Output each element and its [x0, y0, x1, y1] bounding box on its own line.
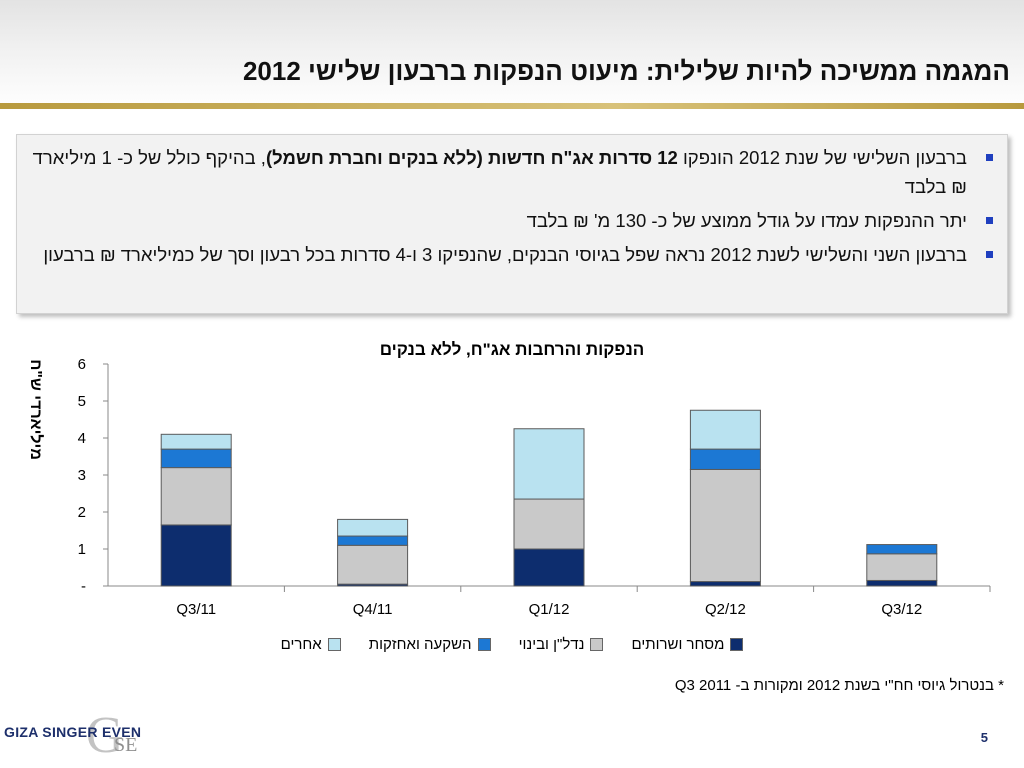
y-tick-label: 4 — [78, 430, 86, 447]
bar-segment — [337, 518, 409, 537]
page-number: 5 — [980, 730, 988, 745]
y-tick-label: - — [81, 578, 86, 595]
x-tick-label: Q3/11 — [176, 601, 216, 618]
bullet-item: ברבעון השלישי של שנת 2012 הונפקו 12 סדרו… — [25, 143, 993, 201]
bullet-box: ברבעון השלישי של שנת 2012 הונפקו 12 סדרו… — [16, 134, 1008, 314]
bar-segment — [866, 553, 938, 581]
bar-segment — [160, 467, 232, 526]
bullet-text: ברבעון השני והשלישי לשנת 2012 נראה שפל ב… — [43, 244, 967, 265]
bullet-text: , בהיקף כולל של כ- 1 מיליארד ₪ בלבד — [32, 147, 967, 197]
legend-item: אחרים — [281, 636, 341, 653]
bullet-list: ברבעון השלישי של שנת 2012 הונפקו 12 סדרו… — [17, 135, 1007, 269]
bar-segment — [513, 548, 585, 587]
y-tick-label: 6 — [78, 356, 86, 373]
legend-swatch — [477, 638, 491, 651]
legend-swatch — [590, 638, 604, 651]
legend-label: מסחר ושרותים — [631, 636, 725, 653]
logo-text: GIZA SINGER EVEN — [4, 724, 142, 740]
bar-segment — [866, 579, 938, 587]
bar-segment — [160, 433, 232, 450]
bar-segment — [337, 544, 409, 585]
footnote: * בנטרול גיוסי חח"י בשנת 2012 ומקורות ב-… — [674, 677, 1004, 694]
legend-label: השקעה ואחזקות — [368, 636, 472, 653]
bar-segment — [160, 448, 232, 469]
bullet-bold-text: 12 סדרות אג"ח חדשות (ללא בנקים וחברת חשמ… — [265, 147, 678, 168]
y-tick-label: 5 — [78, 393, 86, 410]
bullet-item: ברבעון השני והשלישי לשנת 2012 נראה שפל ב… — [25, 240, 993, 269]
x-tick-label: Q4/11 — [353, 601, 393, 618]
logo-sub: SE — [114, 734, 138, 756]
legend-label: אחרים — [280, 636, 322, 653]
y-tick-label: 3 — [78, 467, 86, 484]
title-divider — [0, 103, 1024, 109]
bar-segment — [689, 468, 761, 583]
company-logo: G SE GIZA SINGER EVEN — [4, 707, 174, 764]
chart-title: הנפקות והרחבות אג"ח, ללא בנקים — [379, 340, 645, 359]
bullet-text: ברבעון השלישי של שנת 2012 הונפקו — [677, 147, 967, 168]
bar-segment — [337, 535, 409, 546]
bar-segment — [689, 581, 761, 587]
bar-segment — [689, 448, 761, 470]
y-tick-label: 2 — [78, 504, 86, 521]
bullet-text: יתר ההנפקות עמדו על גודל ממוצע של כ- 130… — [526, 210, 967, 231]
header-background — [0, 0, 1024, 110]
legend-swatch — [327, 638, 341, 651]
x-tick-label: Q3/12 — [881, 601, 922, 618]
bar-segment — [689, 409, 761, 450]
bar-segment — [866, 544, 938, 555]
bar-segment — [513, 428, 585, 500]
x-tick-label: Q1/12 — [529, 601, 570, 618]
chart-legend: מסחר ושרותים נדל"ן ובינוי השקעה ואחזקות אחר… — [0, 636, 1024, 653]
bullet-item: יתר ההנפקות עמדו על גודל ממוצע של כ- 130… — [25, 206, 993, 235]
bar-segment — [160, 524, 232, 587]
bar-segment — [513, 498, 585, 550]
legend-item: נדל"ן ובינוי — [519, 636, 604, 653]
y-tick-label: 1 — [78, 541, 86, 558]
legend-label: נדל"ן ובינוי — [518, 636, 585, 653]
page-title: המגמה ממשיכה להיות שלילית: מיעוט הנפקות … — [242, 56, 1010, 86]
x-tick-label: Q2/12 — [705, 601, 746, 618]
logo-mark: G — [86, 707, 124, 764]
legend-item: השקעה ואחזקות — [369, 636, 491, 653]
legend-swatch — [730, 638, 744, 651]
legend-item: מסחר ושרותים — [631, 636, 744, 653]
